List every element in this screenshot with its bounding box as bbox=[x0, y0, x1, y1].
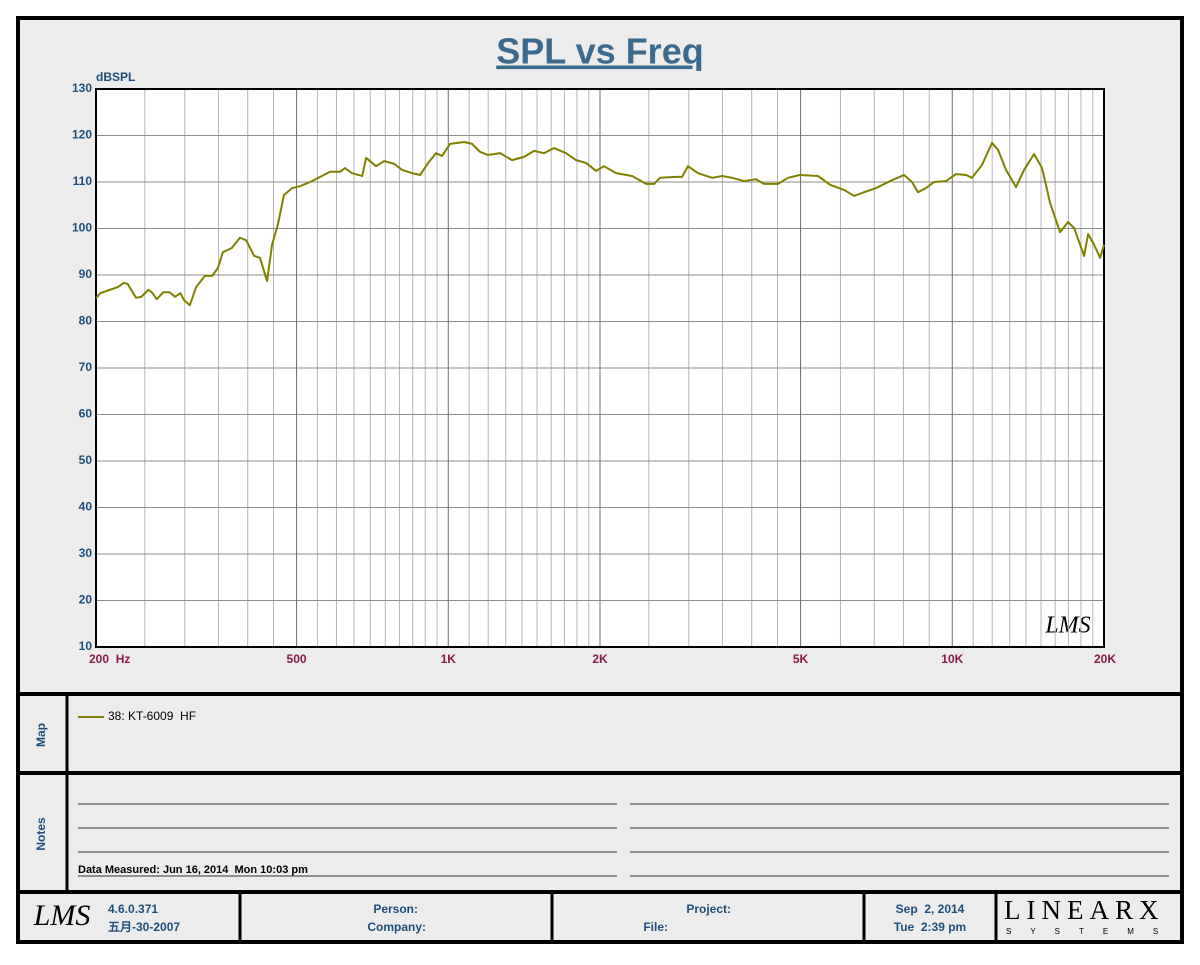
company: Company: bbox=[367, 920, 426, 934]
x-tick-label: 500 bbox=[287, 652, 307, 666]
chart-title: SPL vs Freq bbox=[496, 31, 703, 72]
y-tick-label: 50 bbox=[79, 453, 93, 467]
y-tick-label: 10 bbox=[79, 639, 93, 653]
legend-label: 38: KT-6009 HF bbox=[108, 709, 196, 723]
logo: LMS bbox=[33, 899, 91, 932]
brand-sub: SYSTEMS bbox=[1006, 927, 1177, 936]
y-tick-label: 70 bbox=[79, 360, 93, 374]
y-tick-label: 40 bbox=[79, 500, 93, 514]
x-tick-label: 20K bbox=[1094, 652, 1116, 666]
y-tick-label: 80 bbox=[79, 314, 93, 328]
note-lines bbox=[78, 803, 1169, 877]
y-tick-label: 130 bbox=[72, 81, 92, 95]
footer-dividers bbox=[238, 892, 998, 942]
project: Project: bbox=[686, 902, 731, 916]
y-tick-label: 100 bbox=[72, 221, 92, 235]
time: Tue 2:39 pm bbox=[894, 920, 966, 934]
person: Person: bbox=[373, 902, 418, 916]
date: Sep 2, 2014 bbox=[896, 902, 965, 916]
side-label: Notes bbox=[34, 817, 48, 851]
y-axis-label: dBSPL bbox=[96, 70, 135, 84]
y-tick-label: 120 bbox=[72, 128, 92, 142]
version: 4.6.0.371 bbox=[108, 902, 158, 916]
x-tick-label: 10K bbox=[941, 652, 963, 666]
y-tick-label: 110 bbox=[73, 174, 93, 188]
x-tick-label: 1K bbox=[441, 652, 457, 666]
watermark: LMS bbox=[1044, 613, 1090, 639]
series-line bbox=[95, 141, 1105, 307]
y-tick-label: 30 bbox=[79, 546, 93, 560]
file: File: bbox=[643, 920, 668, 934]
y-tick-label: 20 bbox=[79, 593, 93, 607]
plot-border bbox=[95, 88, 1105, 648]
y-tick-label: 60 bbox=[79, 407, 93, 421]
x-tick-label: 5K bbox=[793, 652, 809, 666]
y-tick-label: 90 bbox=[79, 267, 93, 281]
build-date: 五月-30-2007 bbox=[108, 920, 180, 934]
side-label: Map bbox=[34, 723, 48, 747]
x-tick-label: 2K bbox=[592, 652, 608, 666]
x-tick-label: 200 Hz bbox=[89, 652, 130, 666]
brand: LINEARX bbox=[1004, 895, 1164, 925]
notes-text: Data Measured: Jun 16, 2014 Mon 10:03 pm bbox=[78, 864, 308, 876]
